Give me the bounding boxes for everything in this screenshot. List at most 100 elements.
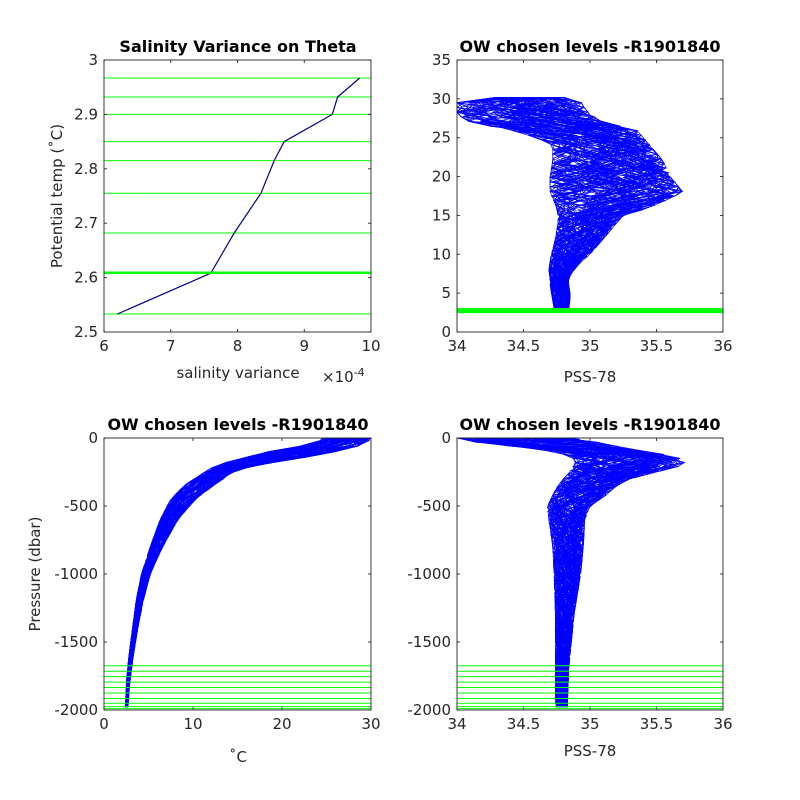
y-tick-label: -1500 — [407, 633, 451, 651]
x-tick-label: 30 — [361, 715, 380, 733]
profile-line — [126, 437, 350, 708]
profile-line — [126, 437, 356, 708]
profile-line — [127, 437, 357, 708]
profile-line — [126, 437, 352, 708]
y-tick-label: 25 — [432, 129, 451, 147]
profile-line — [126, 437, 359, 708]
y-tick-label: 30 — [432, 90, 451, 108]
x-axis-exponent: ×10-4 — [322, 366, 365, 386]
profile-line — [125, 437, 325, 708]
profile-line — [126, 437, 337, 708]
profile-line — [125, 437, 345, 708]
profile-line — [126, 437, 358, 708]
profile-line — [456, 96, 578, 313]
x-tick-label: 35 — [580, 715, 599, 733]
profile-line — [125, 437, 336, 708]
profile-line — [125, 437, 325, 708]
profile-line — [127, 437, 359, 708]
chart-title: OW chosen levels -R1901840 — [459, 37, 720, 56]
profile-line — [125, 437, 332, 708]
profile-line — [125, 437, 338, 708]
y-axis-label: Potential temp (˚C) — [48, 124, 66, 268]
y-tick-label: 2.9 — [74, 105, 98, 123]
profile-line — [126, 437, 353, 708]
variance-line — [117, 77, 361, 315]
profile-line — [126, 437, 350, 708]
profile-line — [564, 437, 671, 708]
y-tick-label: 10 — [432, 245, 451, 263]
x-tick-label: 34.5 — [507, 337, 540, 355]
y-tick-label: -1500 — [54, 633, 98, 651]
x-axis-label: PSS-78 — [564, 368, 617, 386]
profile-line — [125, 437, 333, 708]
profile-line — [127, 437, 372, 708]
profile-line — [125, 437, 337, 708]
y-tick-label: 2.6 — [74, 269, 98, 287]
x-tick-label: 36 — [713, 715, 732, 733]
profile-line — [127, 437, 361, 708]
x-tick-label: 10 — [361, 337, 380, 355]
profile-line — [125, 437, 324, 708]
y-tick-label: 2.7 — [74, 214, 98, 232]
y-tick-label: -500 — [417, 497, 451, 515]
x-tick-label: 34 — [447, 715, 466, 733]
profile-line — [125, 437, 332, 708]
y-tick-label: -1000 — [54, 565, 98, 583]
profile-line — [535, 96, 649, 313]
profile-line — [534, 96, 661, 313]
profile-line — [127, 437, 358, 708]
y-tick-label: 20 — [432, 168, 451, 186]
profile-line — [125, 437, 329, 708]
profile-line — [125, 437, 333, 708]
x-tick-label: 9 — [299, 337, 309, 355]
y-axis-label: Pressure (dbar) — [26, 517, 44, 632]
profile-line — [126, 437, 363, 708]
chart-title: OW chosen levels -R1901840 — [459, 415, 720, 434]
profile-line — [125, 437, 346, 708]
profile-line — [127, 437, 370, 708]
y-tick-label: 35 — [432, 51, 451, 69]
profile-line — [127, 437, 372, 708]
profile-line — [125, 437, 341, 708]
panel-salinity-pressure: OW chosen levels -R1901840 34 34.5 35 35.5 3… — [407, 415, 732, 760]
profile-line — [126, 437, 351, 708]
profile-line — [125, 437, 340, 708]
profile-line — [126, 437, 355, 708]
profile-line — [127, 437, 371, 708]
y-tick-label: -2000 — [407, 701, 451, 719]
x-tick-label: 7 — [166, 337, 176, 355]
profile-line — [127, 437, 368, 708]
profile-line — [125, 437, 340, 708]
panel-salinity-variance: Salinity Variance on Theta 6 7 8 9 10 2.5 2.6 2… — [48, 37, 381, 386]
profile-line — [125, 437, 330, 708]
profile-line — [125, 437, 338, 708]
profile-line — [521, 96, 654, 313]
profile-line — [125, 437, 327, 708]
profile-line — [126, 437, 341, 708]
profile-line — [126, 437, 352, 708]
y-tick-label: -1000 — [407, 565, 451, 583]
profile-line — [553, 96, 676, 313]
x-tick-label: 10 — [183, 715, 202, 733]
profile-line — [127, 437, 367, 708]
profile-line — [126, 437, 352, 708]
y-tick-label: 0 — [441, 429, 451, 447]
profile-line — [126, 437, 359, 708]
profile-line — [127, 437, 372, 708]
profile-line — [127, 437, 358, 708]
profile-line — [125, 437, 342, 708]
profile-line — [125, 437, 337, 708]
profile-line — [527, 437, 648, 708]
profile-line — [126, 437, 351, 708]
profile-line — [126, 437, 359, 708]
y-tick-label: 0 — [441, 323, 451, 341]
x-tick-label: 35.5 — [640, 337, 673, 355]
plot-frame — [103, 59, 372, 333]
profile-line — [126, 437, 353, 708]
y-tick-label: 0 — [88, 429, 98, 447]
profile-line — [127, 437, 364, 708]
x-exponent-base: ×10 — [322, 368, 354, 386]
x-tick-label: 35.5 — [640, 715, 673, 733]
profile-line — [473, 437, 620, 708]
